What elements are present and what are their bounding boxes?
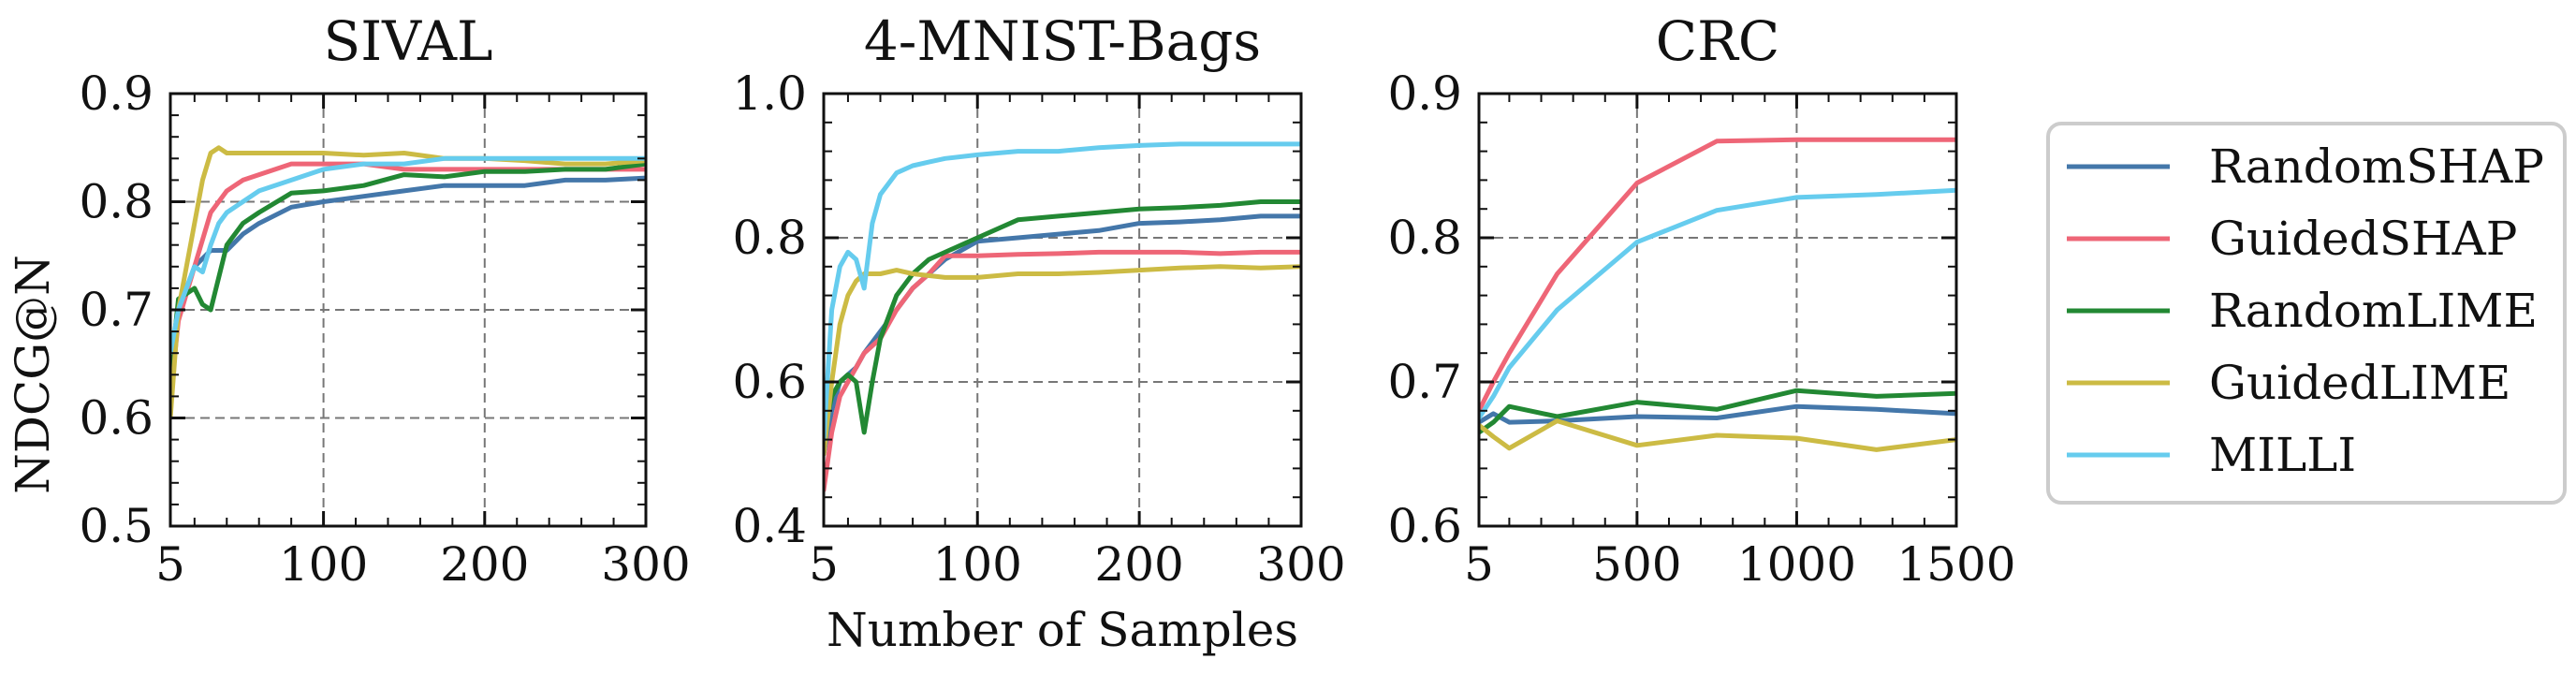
legend-entry: GuidedSHAP xyxy=(2067,212,2517,266)
chart-panel: 5 100 200 300 0.4 0.6 0.8 1.0 4-MNIST-Bags xyxy=(732,9,1345,592)
series-group xyxy=(1479,137,1956,452)
series-line xyxy=(824,264,1301,457)
panel-title: CRC xyxy=(1656,9,1779,73)
y-tick-label: 0.8 xyxy=(79,175,154,229)
legend-label: RandomSHAP xyxy=(2209,139,2544,194)
y-tick-label: 0.7 xyxy=(79,283,154,337)
y-tick-label: 1.0 xyxy=(732,66,807,121)
legend-label: RandomLIME xyxy=(2209,284,2538,338)
series-line xyxy=(1479,137,1956,414)
x-tick-label: 200 xyxy=(440,537,529,592)
panel-title: SIVAL xyxy=(324,9,493,73)
legend-entry: RandomSHAP xyxy=(2067,139,2544,194)
series-line xyxy=(170,161,646,377)
y-tick-label: 0.7 xyxy=(1387,355,1462,409)
x-tick-label: 100 xyxy=(933,537,1022,592)
x-tick-label: 5 xyxy=(155,537,185,592)
legend: RandomSHAP GuidedSHAP RandomLIME GuidedLIME… xyxy=(2046,122,2567,505)
legend-frame xyxy=(2046,122,2567,505)
chart-panel: 5 100 200 300 0.5 0.6 0.7 0.8 0.9 SIVAL xyxy=(79,9,690,592)
y-tick-label: 0.6 xyxy=(79,391,154,446)
x-axis-label: Number of Samples xyxy=(827,603,1298,657)
axes-frame xyxy=(1477,92,1958,528)
panel-title: 4-MNIST-Bags xyxy=(864,9,1261,73)
series-line xyxy=(170,175,646,367)
x-tick-label: 1500 xyxy=(1896,537,2015,592)
legend-entry: RandomLIME xyxy=(2067,284,2538,338)
series-group xyxy=(170,145,646,420)
y-tick-label: 0.5 xyxy=(79,499,154,553)
series-line xyxy=(170,161,646,399)
series-line xyxy=(824,249,1301,492)
y-axis-label: NDCG@N xyxy=(6,255,60,494)
x-tick-label: 100 xyxy=(279,537,368,592)
series-line xyxy=(824,141,1301,443)
x-tick-label: 5 xyxy=(809,537,839,592)
legend-entry: MILLI xyxy=(2067,428,2356,482)
legend-label: GuidedLIME xyxy=(2209,356,2510,410)
x-tick-label: 1000 xyxy=(1737,537,1856,592)
x-tick-label: 300 xyxy=(1256,537,1345,592)
y-tick-label: 0.6 xyxy=(1387,499,1462,553)
y-tick-label: 0.8 xyxy=(1387,211,1462,265)
chart-panels: 5 100 200 300 0.5 0.6 0.7 0.8 0.9 SIVAL 5 100 200 300… xyxy=(79,9,2015,592)
chart-panel: 5 500 1000 1500 0.6 0.7 0.8 0.9 CRC xyxy=(1387,9,2015,592)
series-line xyxy=(1479,187,1956,420)
legend-label: GuidedSHAP xyxy=(2209,212,2517,266)
legend-entry: GuidedLIME xyxy=(2067,356,2510,410)
legend-label: MILLI xyxy=(2209,428,2356,482)
x-tick-label: 300 xyxy=(601,537,690,592)
y-tick-label: 0.9 xyxy=(79,66,154,121)
legend-items: RandomSHAP GuidedSHAP RandomLIME GuidedLIME… xyxy=(2067,139,2544,482)
y-tick-label: 0.4 xyxy=(732,499,807,553)
series-line xyxy=(824,199,1301,435)
axes-frame xyxy=(822,92,1303,528)
y-tick-label: 0.8 xyxy=(732,211,807,265)
x-tick-label: 5 xyxy=(1464,537,1494,592)
series-group xyxy=(824,141,1301,492)
series-line xyxy=(1479,418,1956,452)
y-tick-label: 0.6 xyxy=(732,355,807,409)
series-line xyxy=(170,155,646,356)
x-tick-label: 200 xyxy=(1094,537,1183,592)
y-tick-label: 0.9 xyxy=(1387,66,1462,121)
x-tick-label: 500 xyxy=(1592,537,1681,592)
series-line xyxy=(1479,388,1956,435)
